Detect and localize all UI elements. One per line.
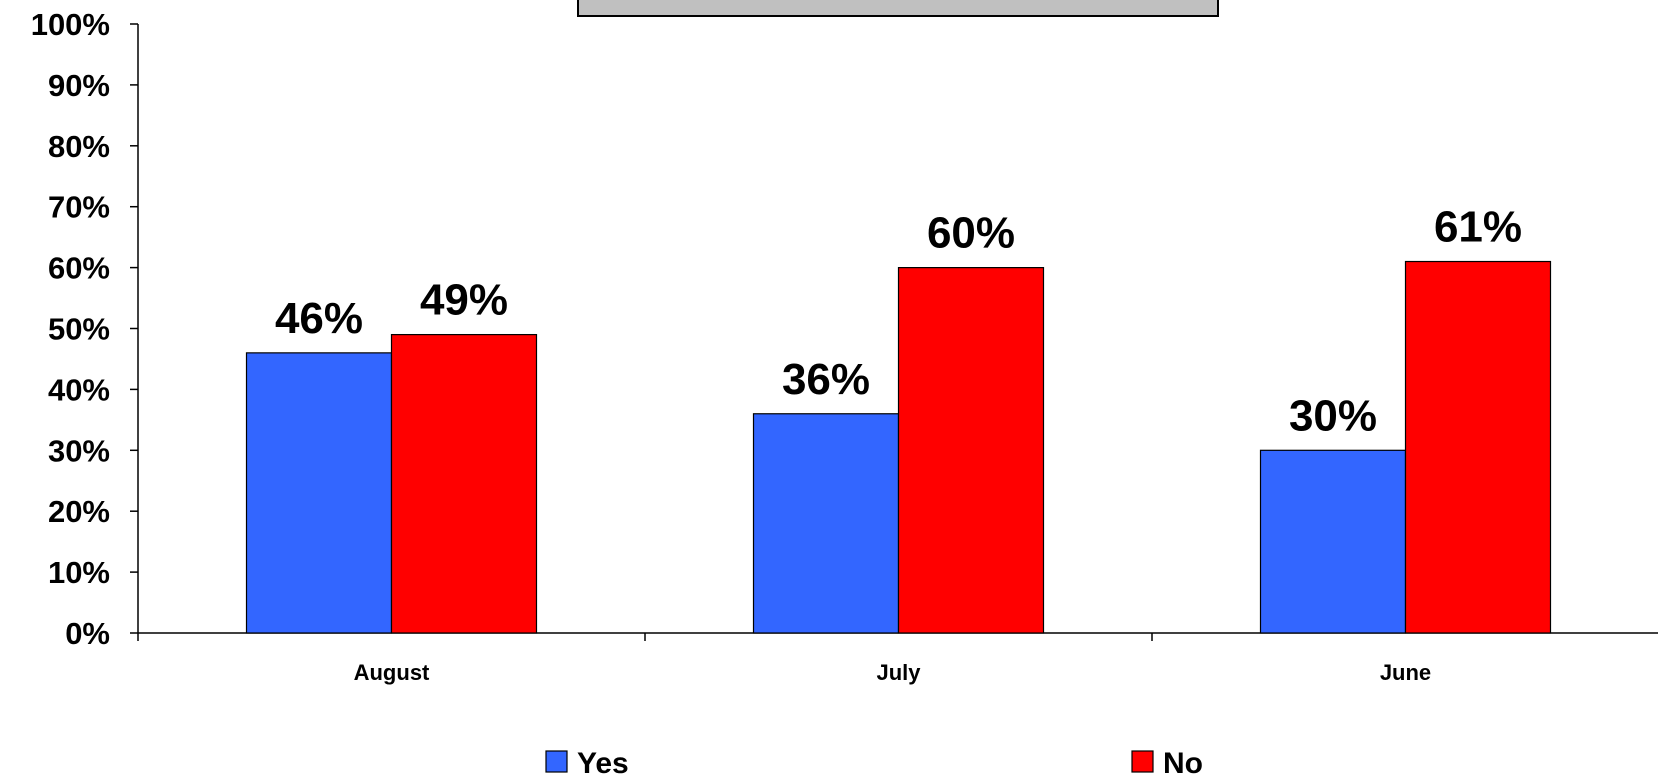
data-label: 30%	[1289, 391, 1377, 440]
bar-no-july	[897, 267, 1045, 634]
title-box	[577, 0, 1219, 17]
x-category-label: August	[354, 660, 430, 685]
data-label: 36%	[782, 355, 870, 404]
data-label: 49%	[420, 276, 508, 325]
y-tick-label: 40%	[48, 372, 110, 407]
y-tick-label: 100%	[31, 7, 110, 42]
data-label: 60%	[927, 209, 1015, 258]
x-category-label: July	[876, 660, 921, 685]
y-tick-label: 10%	[48, 555, 110, 590]
x-axis: August July June	[137, 632, 1658, 685]
data-label: 46%	[275, 294, 363, 343]
bar-no-june	[1404, 260, 1552, 634]
y-tick-label: 50%	[48, 312, 110, 347]
legend-label-yes: Yes	[577, 747, 629, 778]
y-tick-label: 60%	[48, 251, 110, 286]
y-tick-label: 20%	[48, 494, 110, 529]
legend-swatch-no	[1131, 750, 1154, 773]
y-tick-label: 90%	[48, 68, 110, 103]
y-tick-label: 30%	[48, 433, 110, 468]
legend-label-no: No	[1163, 747, 1203, 778]
y-axis: 0% 10% 20% 30% 40% 50% 60% 70% 80% 90% 100%	[31, 7, 139, 651]
bar-yes-june	[1259, 449, 1407, 634]
legend: Yes No	[545, 747, 1203, 778]
x-category-label: June	[1380, 660, 1431, 685]
y-tick-label: 70%	[48, 190, 110, 225]
data-label: 61%	[1434, 203, 1522, 252]
y-tick-label: 0%	[65, 616, 110, 651]
y-tick-label: 80%	[48, 129, 110, 164]
bar-no-august	[390, 333, 538, 634]
data-labels: 46% 49% 36% 60% 30% 61%	[275, 203, 1522, 441]
bar-yes-august	[245, 352, 393, 634]
bar-yes-july	[752, 413, 900, 634]
bars	[245, 260, 1552, 634]
legend-swatch-yes	[545, 750, 568, 773]
